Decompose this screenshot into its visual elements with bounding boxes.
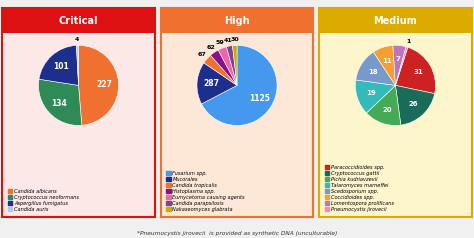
Bar [2,8,155,33]
Legend: Candida albicans, Cryptococcus neoformans, Aspergillus fumigatus, Candida auris: Candida albicans, Cryptococcus neoforman… [8,189,79,212]
Text: High: High [224,16,250,26]
Text: Critical: Critical [59,16,98,26]
Bar [161,8,313,33]
Text: Medium: Medium [374,16,417,26]
Text: *Pneumocystis jirovecii  is provided as synthetic DNA (unculturable): *Pneumocystis jirovecii is provided as s… [137,231,337,236]
Legend: Fusarium spp., Mucorales, Candida tropicalis, Histoplasma spp., Eumycetoma causi: Fusarium spp., Mucorales, Candida tropic… [166,171,245,212]
Bar [319,8,472,33]
Legend: Paracoccidioides spp., Cryptococcus gattii, Pichia kudriavzevii, Talaromyces mar: Paracoccidioides spp., Cryptococcus gatt… [325,165,394,212]
